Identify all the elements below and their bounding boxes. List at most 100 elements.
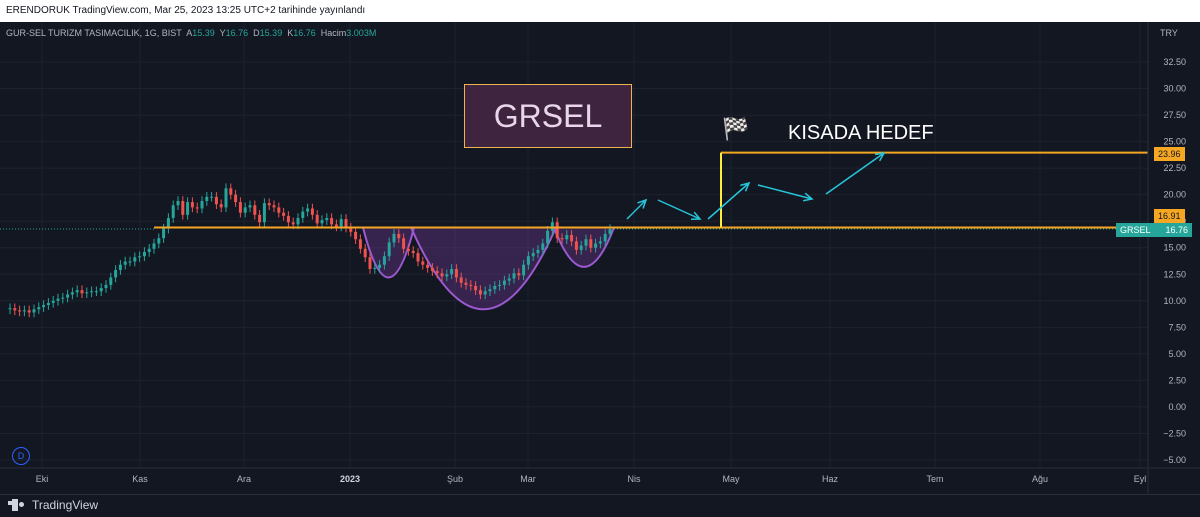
- y-tick-label: −5.00: [1163, 455, 1186, 465]
- candle-body: [334, 224, 338, 227]
- legend-volume-value: 3.003M: [346, 28, 377, 38]
- y-tick-label: 15.00: [1163, 243, 1186, 253]
- candle-body: [282, 212, 286, 216]
- candle-body: [85, 292, 89, 294]
- y-tick-label: 25.00: [1163, 137, 1186, 147]
- candle-body: [162, 228, 166, 239]
- candle-body: [109, 277, 113, 285]
- candle-body: [291, 222, 295, 225]
- candle-body: [229, 188, 233, 195]
- symbol-legend: GUR-SEL TURIZM TASIMACILIK, 1G, BIST A15…: [6, 28, 376, 38]
- candle-body: [166, 218, 170, 229]
- candle-body: [200, 201, 204, 209]
- candle-body: [358, 239, 362, 249]
- candle-body: [99, 288, 103, 292]
- candle-body: [61, 297, 65, 299]
- candle-body: [512, 273, 516, 279]
- candle-body: [474, 285, 478, 291]
- target-price-label: 23.96: [1154, 147, 1185, 161]
- candle-body: [522, 264, 526, 276]
- cup-arc: [409, 226, 558, 311]
- published-banner: ERENDORUK TradingView.com, Mar 25, 2023 …: [0, 0, 1200, 22]
- candle-body: [138, 256, 142, 258]
- cup-handle-pattern: [361, 226, 616, 311]
- x-tick-label: May: [722, 474, 740, 484]
- symbol-callout-box[interactable]: GRSEL: [464, 84, 632, 148]
- arrow-up-3: [825, 152, 885, 195]
- candle-body: [133, 257, 137, 262]
- d-button[interactable]: D: [12, 447, 30, 465]
- y-tick-label: 0.00: [1168, 402, 1186, 412]
- candle-body: [459, 277, 463, 283]
- candle-body: [27, 310, 31, 313]
- arrow-up-2: [707, 182, 750, 220]
- candle-body: [22, 310, 26, 312]
- target-label: KISADA HEDEF: [788, 122, 934, 144]
- candle-body: [238, 202, 242, 213]
- candle-body: [118, 264, 122, 271]
- arrow-head: [874, 152, 886, 162]
- candle-body: [18, 310, 22, 312]
- candle-body: [406, 248, 410, 251]
- candle-body: [411, 250, 415, 254]
- candle-body: [368, 257, 372, 269]
- y-tick-label: 7.50: [1168, 322, 1186, 332]
- x-tick-label: 2023: [340, 474, 360, 484]
- candle-body: [176, 201, 180, 206]
- legend-name: GUR-SEL TURIZM TASIMACILIK, 1G, BIST: [6, 28, 182, 38]
- price-chart[interactable]: 32.5030.0027.5025.0022.5020.0017.5015.00…: [0, 22, 1200, 494]
- symbol-price-tag: GRSEL 16.76: [1116, 223, 1192, 237]
- projection-arrows: [626, 152, 886, 220]
- candle-body: [349, 227, 353, 232]
- legend-volume-label: Hacim: [320, 28, 347, 38]
- candle-body: [589, 239, 593, 248]
- candle-body: [94, 291, 98, 293]
- candle-body: [478, 290, 482, 295]
- x-tick-label: Şub: [447, 474, 463, 484]
- candle-body: [114, 270, 118, 278]
- tradingview-logo[interactable]: TradingView: [8, 498, 98, 512]
- y-tick-label: −2.50: [1163, 428, 1186, 438]
- published-text: ERENDORUK TradingView.com, Mar 25, 2023 …: [6, 5, 366, 16]
- candle-body: [272, 205, 276, 208]
- candle-body: [608, 229, 612, 234]
- chart-area[interactable]: 32.5030.0027.5025.0022.5020.0017.5015.00…: [0, 22, 1200, 494]
- candle-body: [75, 290, 79, 293]
- finish-flag-icon: 🏁: [722, 116, 750, 141]
- candlestick-series: [8, 183, 612, 318]
- level-lines: [0, 151, 1148, 230]
- price-axis[interactable]: 32.5030.0027.5025.0022.5020.0017.5015.00…: [1147, 22, 1186, 494]
- candle-body: [214, 196, 218, 205]
- tradingview-logo-icon: [8, 499, 26, 511]
- legend-open-label: A: [186, 28, 193, 38]
- candle-body: [56, 298, 60, 301]
- candle-body: [387, 242, 391, 257]
- candle-body: [205, 196, 209, 202]
- y-tick-label: 27.50: [1163, 110, 1186, 120]
- candle-body: [234, 194, 238, 203]
- candle-body: [546, 230, 550, 244]
- y-tick-label: 12.50: [1163, 269, 1186, 279]
- candle-body: [565, 234, 569, 240]
- footer: TradingView: [0, 494, 1200, 517]
- candle-body: [584, 239, 588, 246]
- symbol-tag-name: GRSEL: [1120, 225, 1151, 235]
- y-tick-label: 22.50: [1163, 163, 1186, 173]
- candle-body: [502, 280, 506, 285]
- arrow-head: [803, 192, 814, 202]
- candle-body: [224, 188, 228, 208]
- candle-body: [123, 261, 127, 265]
- arrow-down-1: [657, 199, 701, 220]
- x-tick-label: Ara: [237, 474, 251, 484]
- candle-body: [195, 207, 199, 209]
- candle-body: [243, 207, 247, 213]
- time-axis[interactable]: Eki Kas Ara 2023 Şub Mar Nis May Haz Tem Ağu Eyl: [0, 467, 1200, 484]
- candle-body: [531, 253, 535, 257]
- candle-body: [603, 233, 607, 242]
- candle-body: [421, 261, 425, 265]
- candle-body: [253, 205, 257, 215]
- candle-body: [277, 207, 281, 213]
- candle-body: [70, 292, 74, 295]
- candle-body: [354, 231, 358, 240]
- candle-body: [128, 261, 132, 263]
